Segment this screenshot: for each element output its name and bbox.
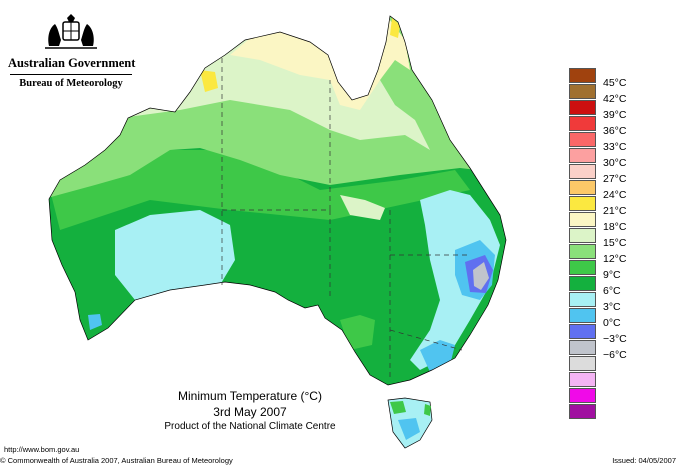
- legend-item: [569, 404, 639, 420]
- legend-swatch: [569, 404, 596, 419]
- legend-item: 3°C: [569, 292, 639, 313]
- map-product-note: Product of the National Climate Centre: [164, 421, 336, 432]
- legend-item: 15°C: [569, 228, 639, 249]
- legend-item: [569, 356, 639, 372]
- government-logo: Australian Government Bureau of Meteorol…: [8, 10, 136, 89]
- legend-swatch: [569, 132, 596, 147]
- legend-item: 36°C: [569, 116, 639, 137]
- legend-item: 24°C: [569, 180, 639, 201]
- legend-swatch: [569, 260, 596, 275]
- legend-label: 24°C: [603, 189, 627, 201]
- legend-swatch: [569, 212, 596, 227]
- legend-swatch: [569, 372, 596, 387]
- legend-swatch: [569, 100, 596, 115]
- footer-issued-date: Issued: 04/05/2007: [612, 456, 676, 465]
- legend-swatch: [569, 244, 596, 259]
- map-date: 3rd May 2007: [213, 405, 287, 419]
- legend-label: 12°C: [603, 253, 627, 265]
- legend-label: 15°C: [603, 237, 627, 249]
- coat-of-arms-icon: [45, 14, 97, 49]
- legend-swatch: [569, 324, 596, 339]
- legend-item: [569, 388, 639, 404]
- legend-item: 39°C: [569, 100, 639, 121]
- legend-swatch: [569, 388, 596, 403]
- legend-item: 18°C: [569, 212, 639, 233]
- legend-label: 21°C: [603, 205, 627, 217]
- legend-item: 30°C: [569, 148, 639, 169]
- legend-item: 33°C: [569, 132, 639, 153]
- legend-label: 33°C: [603, 141, 627, 153]
- legend-swatch: [569, 292, 596, 307]
- legend-swatch: [569, 148, 596, 163]
- legend-label: 45°C: [603, 77, 627, 89]
- legend-item: 21°C: [569, 196, 639, 217]
- legend-item: 42°C: [569, 84, 639, 105]
- legend-item: −6°C: [569, 340, 639, 361]
- legend-item: 27°C: [569, 164, 639, 185]
- legend-swatch: [569, 116, 596, 131]
- legend-swatch: [569, 180, 596, 195]
- legend-label: 30°C: [603, 157, 627, 169]
- legend-label: −3°C: [603, 333, 627, 345]
- map-title: Minimum Temperature (°C): [178, 389, 322, 403]
- legend-label: 36°C: [603, 125, 627, 137]
- legend-swatch: [569, 356, 596, 371]
- legend-label: 39°C: [603, 109, 627, 121]
- legend-item: 9°C: [569, 260, 639, 281]
- legend-label: 6°C: [603, 285, 621, 297]
- legend-item: 6°C: [569, 276, 639, 297]
- legend-label: 0°C: [603, 317, 621, 329]
- logo-divider: [10, 74, 132, 75]
- legend-swatch: [569, 308, 596, 323]
- legend-item: 12°C: [569, 244, 639, 265]
- tasmania: [387, 397, 433, 449]
- legend-item: 45°C: [569, 68, 639, 89]
- legend-swatch: [569, 164, 596, 179]
- legend-label: 9°C: [603, 269, 621, 281]
- footer-url: http://www.bom.gov.au: [4, 445, 80, 454]
- legend-swatch: [569, 68, 596, 83]
- bureau-name: Bureau of Meteorology: [19, 78, 123, 89]
- legend-label: 42°C: [603, 93, 627, 105]
- legend-label: 18°C: [603, 221, 627, 233]
- legend-swatch: [569, 340, 596, 355]
- legend-label: −6°C: [603, 349, 627, 361]
- legend-swatch: [569, 84, 596, 99]
- legend-swatch: [569, 276, 596, 291]
- legend-item: −3°C: [569, 324, 639, 345]
- legend-item: 0°C: [569, 308, 639, 329]
- legend-swatch: [569, 196, 596, 211]
- legend-label: 3°C: [603, 301, 621, 313]
- temperature-legend: 45°C 42°C 39°C 36°C 33°C 30°C 27°C 24°C 21°C 18°C…: [569, 68, 639, 420]
- legend-item: [569, 372, 639, 388]
- legend-swatch: [569, 228, 596, 243]
- footer-copyright: © Commonwealth of Australia 2007, Austra…: [0, 456, 233, 465]
- legend-label: 27°C: [603, 173, 627, 185]
- government-name: Australian Government: [8, 56, 136, 70]
